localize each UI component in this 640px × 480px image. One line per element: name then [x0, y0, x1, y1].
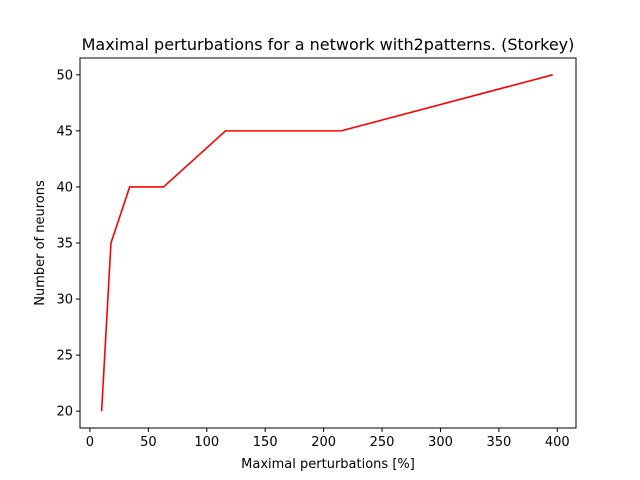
- y-axis-label: Number of neurons: [33, 180, 48, 306]
- series-line: [100, 74, 553, 412]
- y-tick-label: 30: [56, 293, 73, 308]
- x-tick-label: 0: [86, 435, 94, 450]
- x-axis: 0 50 100 150 200 250 300 350 400: [86, 428, 570, 450]
- x-tick-label: 100: [194, 435, 219, 450]
- y-axis: 20 25 30 35 40 45 50: [56, 68, 80, 420]
- x-tick-label: 350: [486, 435, 511, 450]
- x-tick-label: 50: [140, 435, 157, 450]
- y-tick-label: 35: [56, 237, 73, 252]
- chart-title: Maximal perturbations for a network with…: [82, 35, 575, 54]
- x-tick-label: 400: [545, 435, 570, 450]
- x-tick-label: 300: [428, 435, 453, 450]
- y-tick-label: 20: [56, 405, 73, 420]
- y-tick-label: 40: [56, 180, 73, 195]
- y-tick-label: 25: [56, 349, 73, 364]
- y-tick-label: 45: [56, 124, 73, 139]
- x-tick-label: 200: [311, 435, 336, 450]
- axes-frame: [79, 57, 577, 429]
- x-tick-label: 250: [370, 435, 395, 450]
- x-tick-label: 150: [253, 435, 278, 450]
- x-axis-label: Maximal perturbations [%]: [241, 457, 415, 472]
- plot-area: [100, 74, 553, 412]
- y-tick-label: 50: [56, 68, 73, 83]
